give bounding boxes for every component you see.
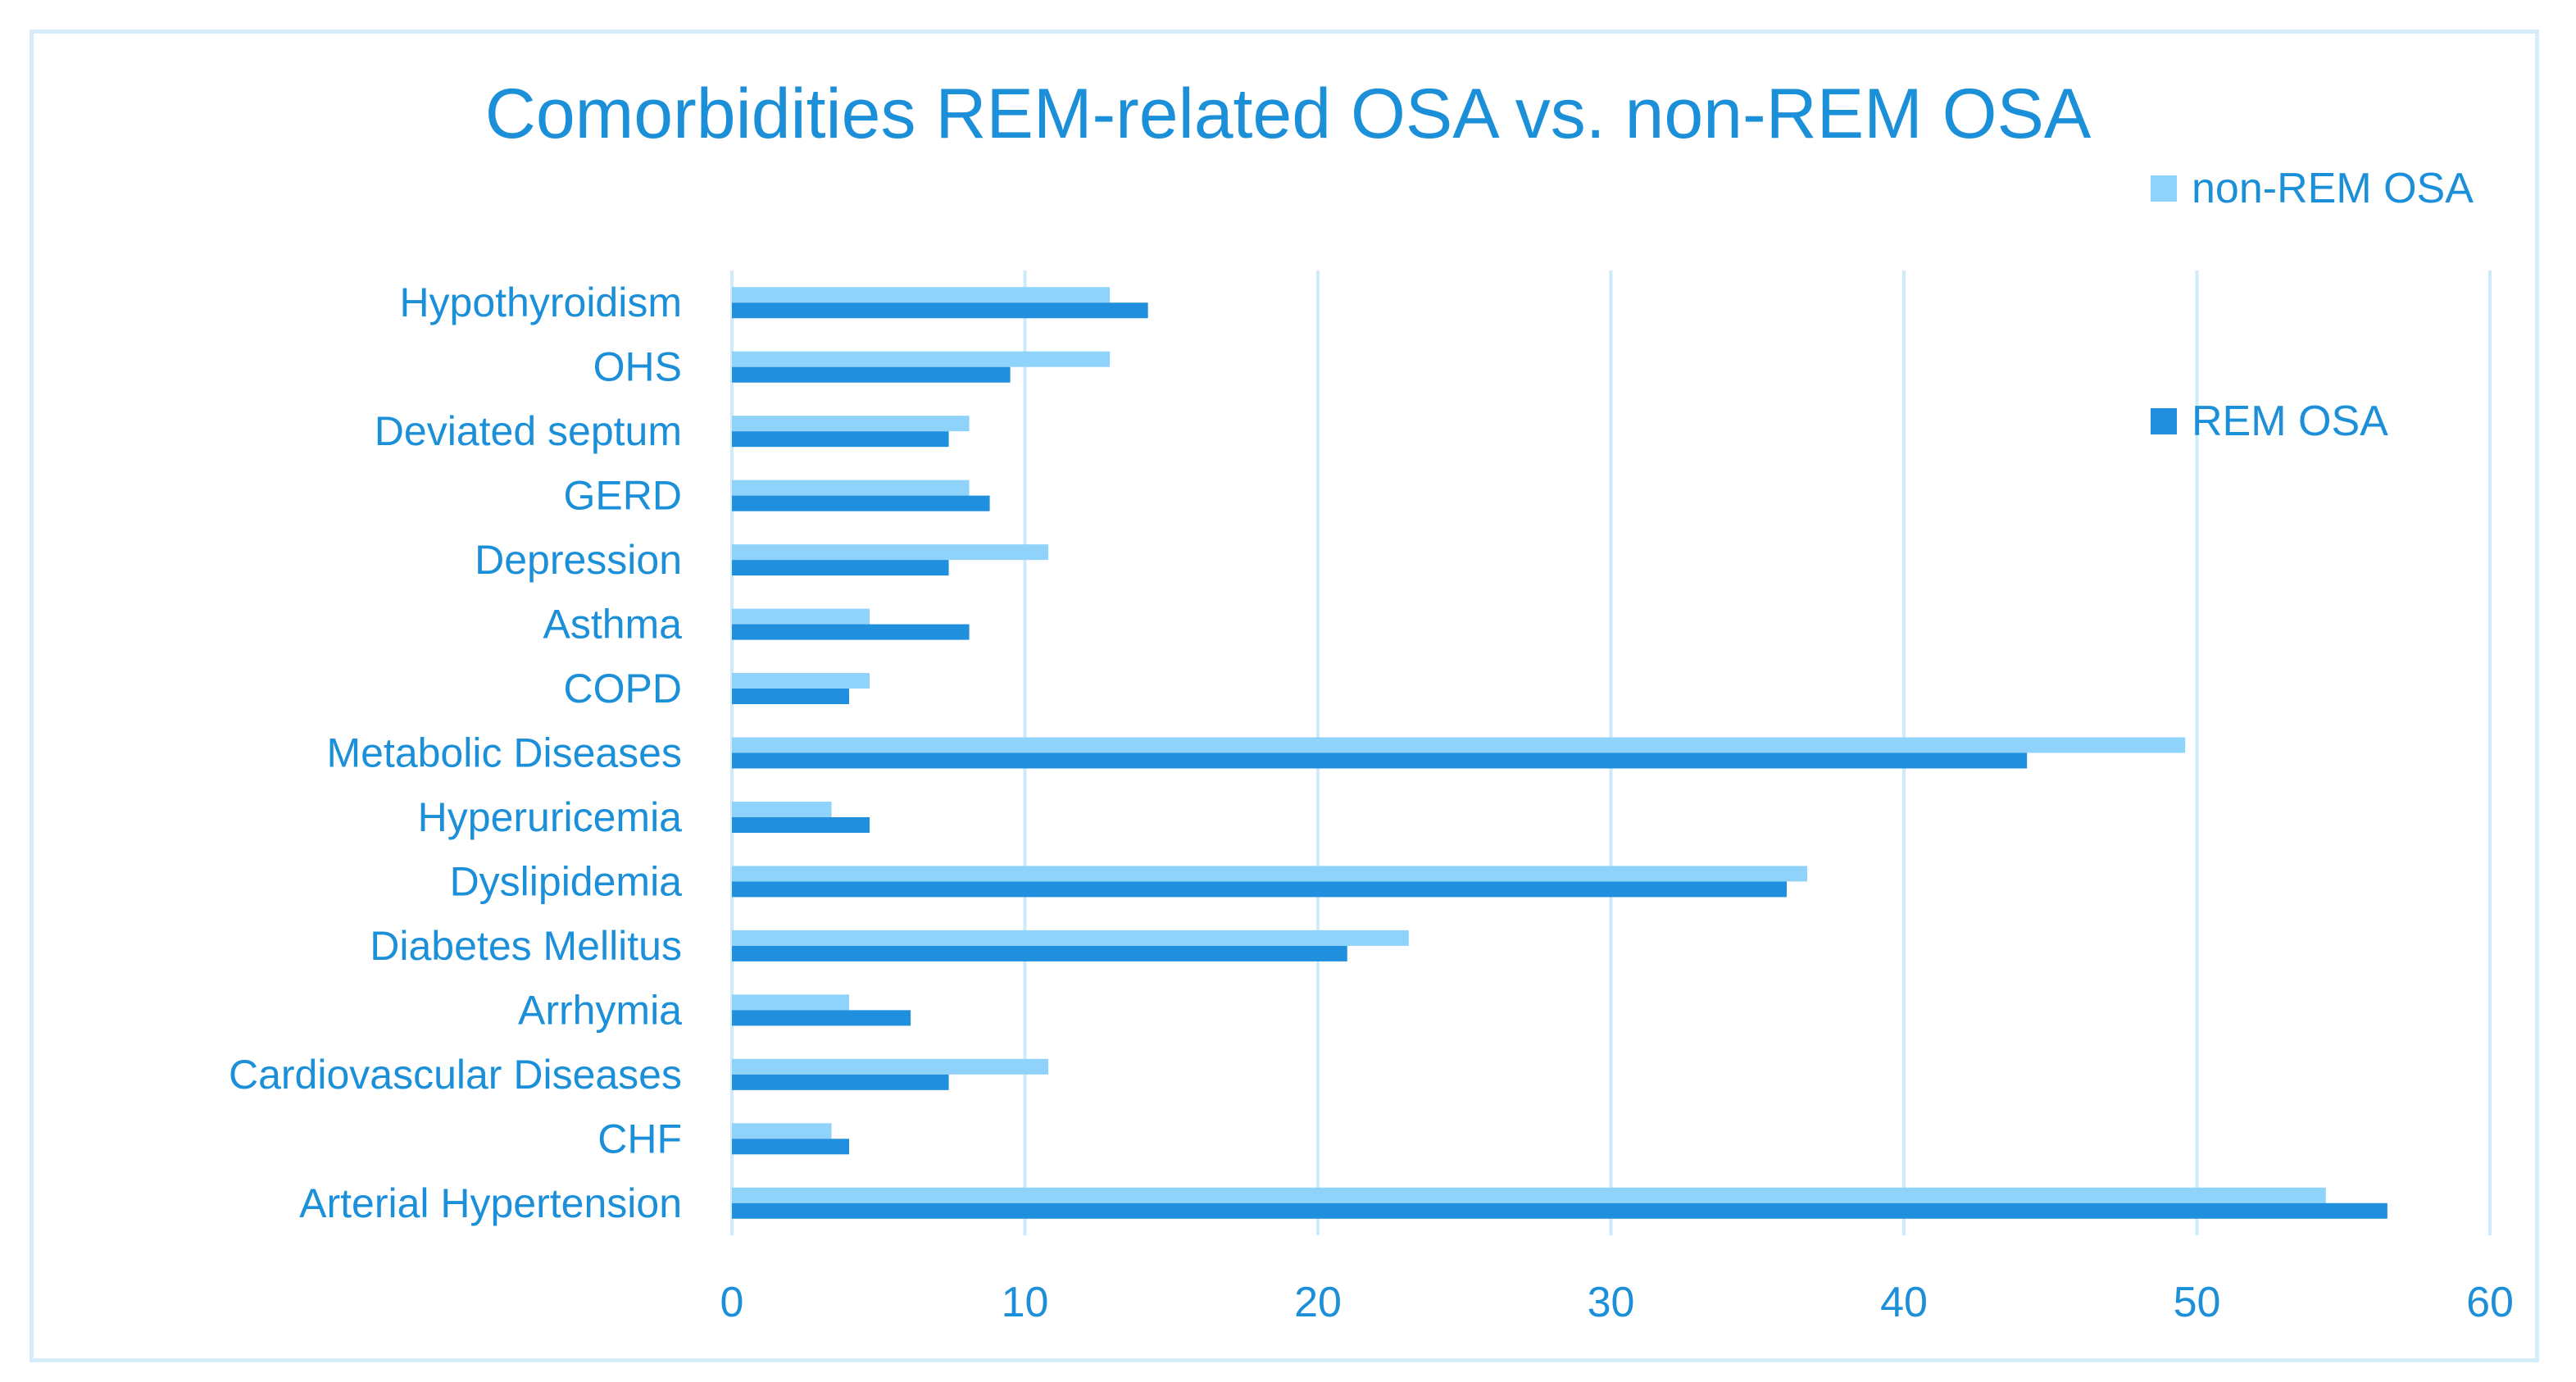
bar-rem-osa-deviated-septum <box>732 431 949 448</box>
bar-rem-osa-copd <box>732 689 849 705</box>
category-label-hyperuricemia: Hyperuricemia <box>418 794 683 840</box>
bar-rem-osa-arterial-hypertension <box>732 1202 2387 1219</box>
bar-non-rem-osa-copd <box>732 673 870 689</box>
x-tick-label-10: 10 <box>1002 1279 1049 1326</box>
category-label-diabetes-mellitus: Diabetes Mellitus <box>370 923 682 969</box>
category-label-arrhymia: Arrhymia <box>518 987 682 1033</box>
bar-rem-osa-metabolic-diseases <box>732 752 2028 769</box>
chart-title: Comorbidities REM-related OSA vs. non-RE… <box>484 75 2092 153</box>
bar-non-rem-osa-hypothyroidism <box>732 287 1111 303</box>
legend-item-rem-osa: REM OSA <box>2151 397 2388 446</box>
legend-swatch-rem-osa <box>2151 408 2177 434</box>
category-label-arterial-hypertension: Arterial Hypertension <box>299 1180 682 1226</box>
x-tick-label-30: 30 <box>1588 1279 1635 1326</box>
bar-non-rem-osa-arrhymia <box>732 994 849 1011</box>
x-tick-label-20: 20 <box>1294 1279 1342 1326</box>
bar-rem-osa-diabetes-mellitus <box>732 945 1347 961</box>
chart-frame <box>30 30 2539 1362</box>
bar-non-rem-osa-asthma <box>732 608 870 625</box>
bar-non-rem-osa-deviated-septum <box>732 416 970 432</box>
bar-non-rem-osa-hyperuricemia <box>732 801 832 817</box>
x-tick-labels: 0 10 20 30 40 50 60 <box>720 1279 2514 1326</box>
bar-non-rem-osa-gerd <box>732 480 970 496</box>
category-label-dyslipidemia: Dyslipidemia <box>450 858 683 904</box>
bar-non-rem-osa-arterial-hypertension <box>732 1187 2326 1203</box>
category-label-hypothyroidism: Hypothyroidism <box>399 280 682 325</box>
legend-swatch-non-rem-osa <box>2151 175 2177 202</box>
x-tick-label-40: 40 <box>1880 1279 1928 1326</box>
legend-item-non-rem-osa: non-REM OSA <box>2151 164 2474 213</box>
category-label-cardiovascular-diseases: Cardiovascular Diseases <box>229 1052 682 1098</box>
category-label-depression: Depression <box>475 537 682 583</box>
legend-label-rem-osa: REM OSA <box>2192 398 2388 445</box>
bar-non-rem-osa-dyslipidemia <box>732 866 1808 882</box>
bar-rem-osa-dyslipidemia <box>732 881 1787 898</box>
bar-non-rem-osa-cardiovascular-diseases <box>732 1058 1049 1075</box>
category-label-deviated-septum: Deviated septum <box>375 408 682 454</box>
bar-rem-osa-hyperuricemia <box>732 816 870 833</box>
bar-non-rem-osa-metabolic-diseases <box>732 737 2186 753</box>
category-label-ohs: OHS <box>593 344 682 390</box>
bars <box>732 287 2387 1219</box>
bar-rem-osa-depression <box>732 560 949 576</box>
x-tick-label-50: 50 <box>2174 1279 2221 1326</box>
category-label-gerd: GERD <box>564 473 682 519</box>
x-tick-label-0: 0 <box>720 1279 744 1326</box>
category-label-copd: COPD <box>564 666 682 711</box>
bar-rem-osa-ohs <box>732 366 1011 383</box>
bar-rem-osa-hypothyroidism <box>732 302 1148 319</box>
category-label-chf: CHF <box>597 1116 682 1162</box>
category-label-metabolic-diseases: Metabolic Diseases <box>326 730 682 776</box>
category-label-asthma: Asthma <box>543 602 682 648</box>
bar-rem-osa-chf <box>732 1139 849 1155</box>
category-labels: Hypothyroidism OHS Deviated septum GERD Depr… <box>229 280 682 1226</box>
legend-label-non-rem-osa: non-REM OSA <box>2192 165 2474 212</box>
bar-rem-osa-asthma <box>732 624 970 640</box>
bar-rem-osa-cardiovascular-diseases <box>732 1074 949 1090</box>
bar-rem-osa-arrhymia <box>732 1010 911 1026</box>
bar-rem-osa-gerd <box>732 495 990 511</box>
bar-non-rem-osa-ohs <box>732 351 1111 367</box>
bar-non-rem-osa-depression <box>732 544 1049 561</box>
bar-non-rem-osa-diabetes-mellitus <box>732 930 1409 946</box>
bar-non-rem-osa-chf <box>732 1123 832 1139</box>
x-tick-label-60: 60 <box>2466 1279 2514 1326</box>
